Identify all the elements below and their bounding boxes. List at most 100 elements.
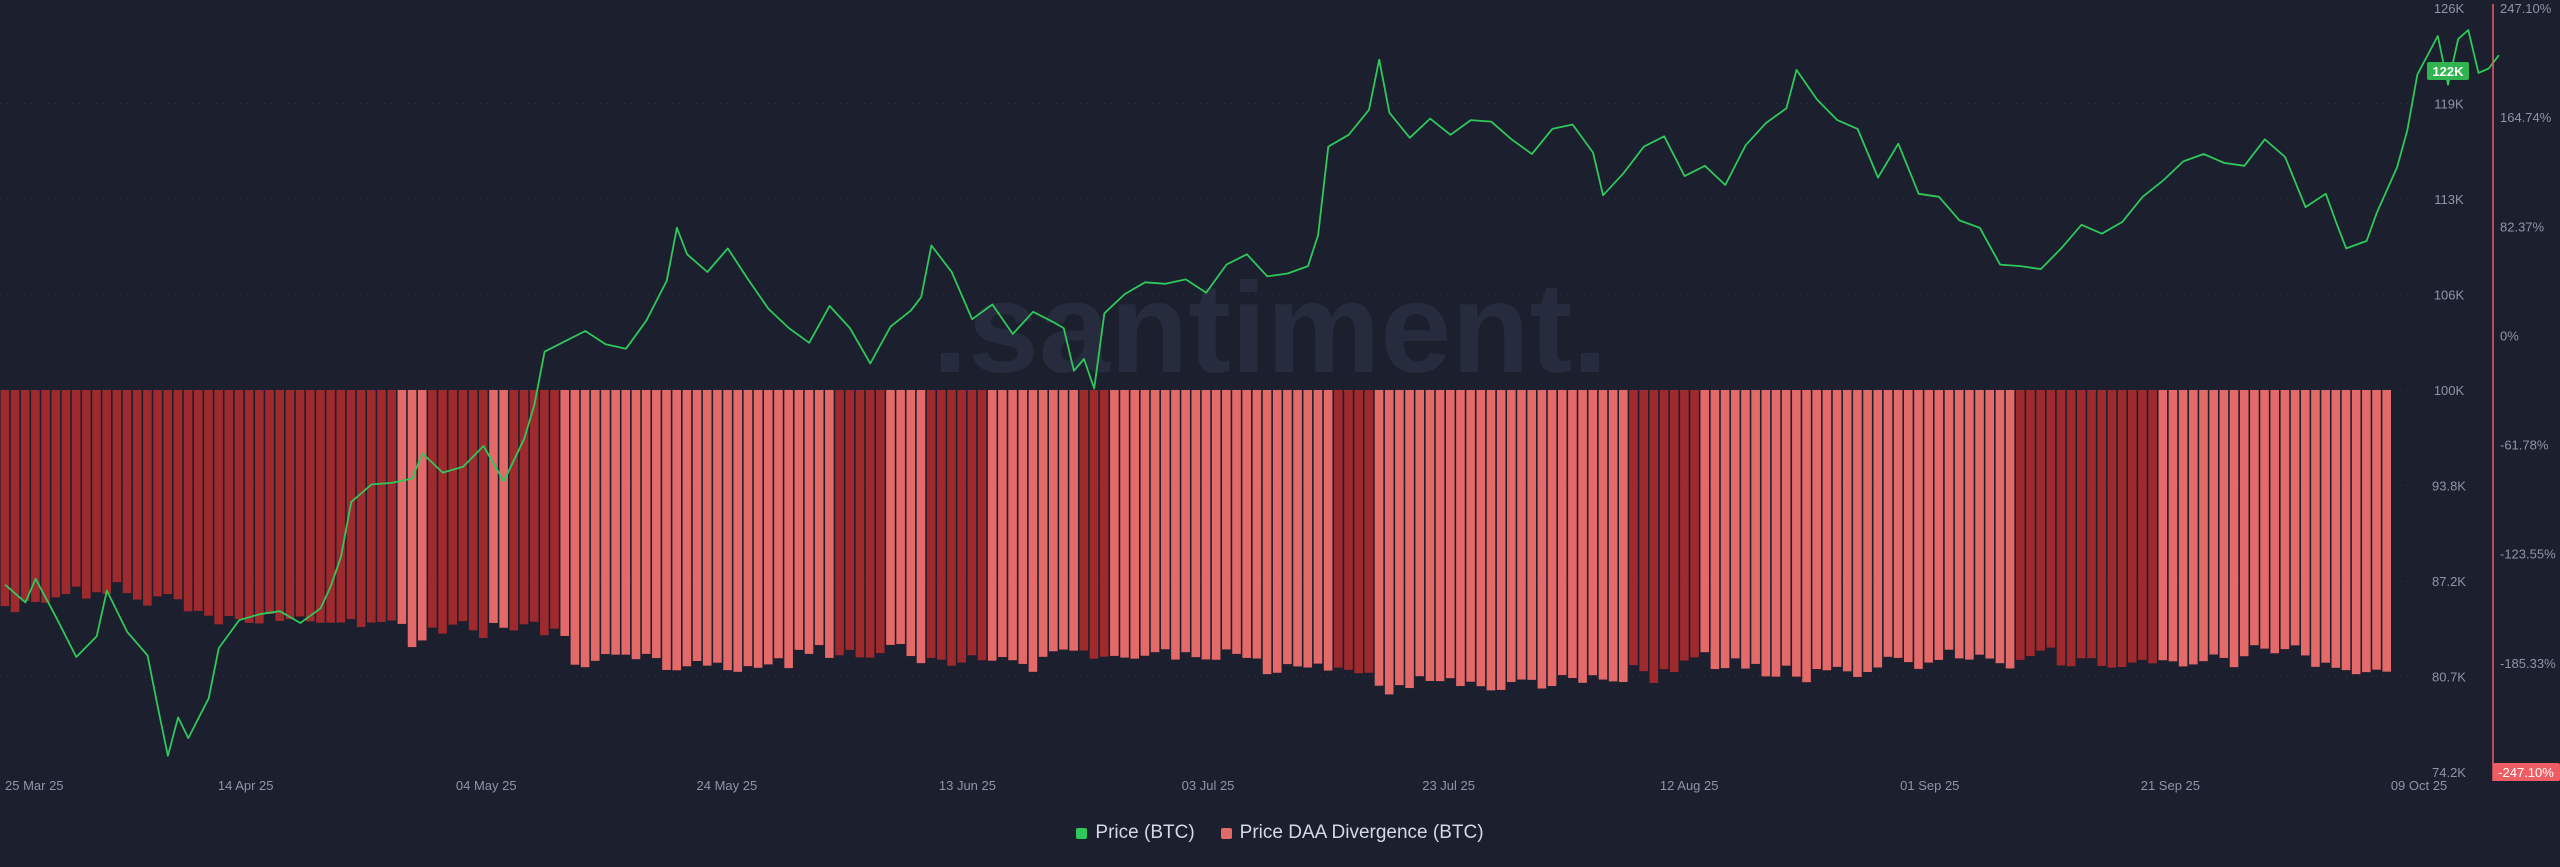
- divergence-bar: [1395, 390, 1404, 686]
- divergence-bar: [723, 390, 732, 671]
- divergence-bar: [1130, 390, 1140, 659]
- divergence-bar: [92, 390, 101, 593]
- divergence-bar: [1904, 390, 1913, 663]
- watermark: .santiment.: [932, 257, 1608, 400]
- divergence-bar: [1313, 390, 1323, 664]
- divergence-bar: [2148, 390, 2157, 664]
- divergence-bar: [1466, 390, 1475, 682]
- divergence-bar: [1547, 390, 1557, 687]
- divergence-bars: [0, 390, 2391, 695]
- divergence-bar: [1344, 390, 1353, 670]
- divergence-bar: [367, 390, 376, 623]
- x-tick-label: 01 Sep 25: [1900, 778, 1959, 793]
- divergence-bar: [82, 390, 91, 599]
- divergence-bar: [234, 390, 244, 620]
- divergence-bar: [41, 390, 50, 603]
- divergence-bar: [529, 390, 539, 622]
- divergence-bar: [1252, 390, 1262, 659]
- legend-item-price[interactable]: Price (BTC): [1076, 822, 1195, 844]
- divergence-bar: [845, 390, 855, 650]
- divergence-bar: [611, 390, 620, 655]
- divergence-bar: [743, 390, 753, 667]
- divergence-bar: [2087, 390, 2096, 659]
- divergence-bar: [1405, 390, 1414, 689]
- divergence-tick-label: 82.37%: [2500, 219, 2545, 234]
- divergence-bar: [143, 390, 152, 606]
- divergence-axis: 247.10% 164.74% 82.37% 0% -61.78% -123.55% -18…: [2500, 1, 2556, 671]
- divergence-bar: [1751, 390, 1760, 664]
- divergence-bar: [2056, 390, 2066, 666]
- divergence-bar: [774, 390, 783, 659]
- divergence-bar: [998, 390, 1007, 657]
- x-tick-label: 14 Apr 25: [218, 778, 274, 793]
- x-axis: 25 Mar 25 14 Apr 25 04 May 25 24 May 25 13 J…: [5, 778, 2447, 793]
- divergence-bar: [1069, 390, 1078, 651]
- divergence-bar: [326, 390, 335, 623]
- divergence-bar: [977, 390, 987, 661]
- divergence-bar: [1486, 390, 1496, 691]
- divergence-bar: [173, 390, 183, 600]
- divergence-bar: [1690, 390, 1699, 658]
- divergence-tick-label: -185.33%: [2500, 656, 2556, 671]
- divergence-bar: [438, 390, 447, 634]
- divergence-bar: [183, 390, 193, 612]
- divergence-bar: [214, 390, 223, 625]
- divergence-tick-label: -123.55%: [2500, 547, 2556, 562]
- divergence-bar: [2250, 390, 2259, 646]
- divergence-bar: [2321, 390, 2330, 663]
- divergence-bar: [448, 390, 458, 625]
- divergence-bar: [2107, 390, 2117, 668]
- divergence-bar: [51, 390, 61, 598]
- divergence-bar: [1507, 390, 1516, 683]
- divergence-bar: [1445, 390, 1455, 679]
- price-tick-label: 113K: [2434, 192, 2464, 207]
- divergence-bar: [377, 390, 386, 622]
- divergence-bar: [1038, 390, 1048, 657]
- divergence-bar: [489, 390, 498, 623]
- divergence-bar: [2229, 390, 2239, 668]
- divergence-bar: [1140, 390, 1150, 656]
- divergence-tick-label: 247.10%: [2500, 1, 2552, 16]
- divergence-bar: [61, 390, 71, 595]
- divergence-bar: [733, 390, 743, 672]
- divergence-bar: [2362, 390, 2371, 673]
- divergence-bar: [1720, 390, 1730, 669]
- divergence-bar: [601, 390, 610, 655]
- legend: Price (BTC) Price DAA Divergence (BTC): [0, 818, 2560, 848]
- price-tick-label: 80.7K: [2432, 670, 2466, 685]
- divergence-bar: [967, 390, 977, 656]
- divergence-bar: [814, 390, 824, 646]
- divergence-bar: [1120, 390, 1129, 658]
- divergence-bar: [825, 390, 834, 658]
- divergence-bar: [2351, 390, 2361, 675]
- divergence-bar: [1211, 390, 1221, 660]
- divergence-bar: [2127, 390, 2137, 663]
- divergence-bar: [1832, 390, 1842, 667]
- divergence-bar: [305, 390, 315, 622]
- divergence-bar: [2270, 390, 2280, 654]
- divergence-bar: [1680, 390, 1689, 661]
- divergence-bar: [1242, 390, 1251, 658]
- x-tick-label: 03 Jul 25: [1182, 778, 1235, 793]
- divergence-bar: [1364, 390, 1374, 673]
- divergence-bar: [835, 390, 844, 656]
- divergence-bar: [590, 390, 600, 661]
- divergence-bar: [916, 390, 926, 664]
- divergence-bar: [509, 390, 519, 631]
- divergence-bar: [1334, 390, 1343, 668]
- divergence-bar: [71, 390, 81, 587]
- divergence-bar: [1914, 390, 1923, 669]
- price-axis: 126K 119K 113K 106K 100K 93.8K 87.2K 80.7K 74.2K: [2432, 1, 2466, 780]
- divergence-bar: [621, 390, 631, 655]
- divergence-bar: [1598, 390, 1608, 680]
- divergence-bar: [10, 390, 20, 613]
- divergence-bar: [499, 390, 508, 628]
- divergence-bar: [1995, 390, 2005, 664]
- x-tick-label: 24 May 25: [697, 778, 758, 793]
- divergence-bar: [1201, 390, 1211, 660]
- divergence-bar: [2300, 390, 2310, 656]
- divergence-bar: [2066, 390, 2076, 667]
- divergence-bar: [1578, 390, 1587, 683]
- legend-item-divergence[interactable]: Price DAA Divergence (BTC): [1220, 822, 1484, 844]
- divergence-bar: [1639, 390, 1648, 672]
